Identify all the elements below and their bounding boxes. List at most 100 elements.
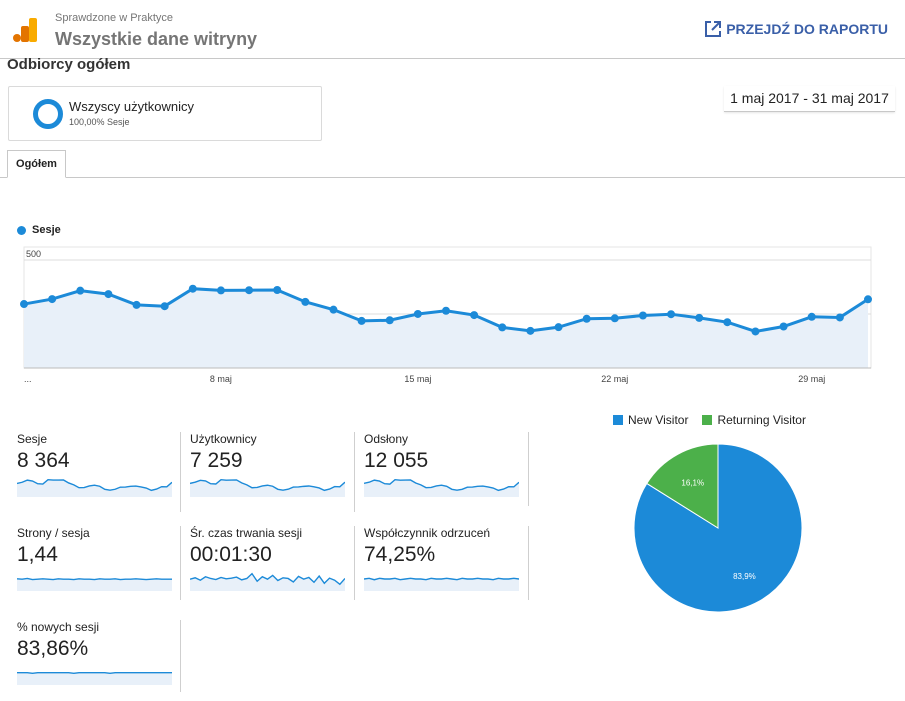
data-point[interactable]	[132, 300, 141, 309]
legend-square-icon	[702, 415, 713, 425]
metric-value: 1,44	[17, 543, 58, 566]
tab-overall[interactable]: Ogółem	[7, 150, 66, 178]
series-area	[24, 288, 868, 368]
metric-tile[interactable]: Śr. czas trwania sesji 00:01:30	[190, 526, 345, 591]
analytics-logo-icon	[13, 18, 37, 42]
data-point[interactable]	[301, 297, 310, 306]
property-name[interactable]: Wszystkie dane witryny	[55, 29, 258, 49]
goto-report-button[interactable]: PRZEJDŹ DO RAPORTU	[704, 20, 888, 38]
metric-tile[interactable]: Współczynnik odrzuceń 74,25%	[364, 526, 519, 591]
x-tick-label: 15 maj	[404, 374, 431, 384]
metric-value: 83,86%	[17, 637, 89, 660]
sparkline-line	[364, 478, 519, 492]
metric-tile[interactable]: Sesje 8 364	[17, 432, 172, 497]
sparkline-line	[190, 572, 345, 586]
data-point[interactable]	[413, 309, 422, 318]
data-point[interactable]	[245, 286, 254, 295]
metric-sparkline	[17, 671, 172, 685]
metric-tile[interactable]: % nowych sesji 83,86%	[17, 620, 172, 685]
metric-divider	[528, 526, 529, 600]
data-point[interactable]	[357, 316, 366, 325]
data-point[interactable]	[751, 327, 760, 336]
data-point[interactable]	[442, 306, 450, 315]
sparkline-area	[364, 479, 519, 497]
x-tick-label: 8 maj	[210, 374, 232, 384]
data-point[interactable]	[385, 316, 394, 325]
data-point[interactable]	[667, 310, 676, 319]
data-point[interactable]	[273, 285, 282, 294]
metric-tile[interactable]: Odsłony 12 055	[364, 432, 519, 497]
segment-ring-icon	[33, 99, 63, 129]
metric-tile[interactable]: Strony / sesja 1,44	[17, 526, 172, 591]
pie-slice[interactable]	[633, 443, 803, 613]
x-tick-label: 22 maj	[601, 374, 628, 384]
legend-dot-icon	[17, 225, 26, 235]
metric-label: Użytkownicy	[190, 432, 257, 446]
metric-value: 12 055	[364, 449, 429, 472]
metric-divider	[354, 526, 355, 600]
pie-legend-returning: Returning Visitor	[702, 413, 806, 427]
sparkline-line	[190, 478, 345, 492]
pie-legend-new-label: New Visitor	[628, 413, 689, 427]
segment-name: Wszyscy użytkownicy	[69, 99, 194, 114]
sparkline-area	[17, 578, 172, 591]
metric-label: Strony / sesja	[17, 526, 90, 540]
data-point[interactable]	[638, 311, 647, 320]
data-point[interactable]	[498, 323, 507, 332]
data-point[interactable]	[470, 311, 479, 320]
data-point[interactable]	[20, 300, 28, 309]
data-point[interactable]	[835, 313, 844, 322]
sparkline-line	[17, 577, 172, 581]
metric-divider	[180, 526, 181, 600]
metric-sparkline	[364, 577, 519, 591]
sparkline-area	[190, 479, 345, 497]
data-point[interactable]	[329, 305, 338, 314]
data-point[interactable]	[807, 312, 816, 321]
pie-legend: New Visitor Returning Visitor	[613, 413, 806, 427]
x-tick-label: 29 maj	[798, 374, 825, 384]
data-point[interactable]	[48, 295, 57, 304]
data-point[interactable]	[582, 314, 591, 323]
header-bar: Sprawdzone w Praktyce Wszystkie dane wit…	[0, 0, 905, 59]
sparkline-area	[190, 573, 345, 591]
segment-card[interactable]: Wszyscy użytkownicy 100,00% Sesje	[8, 86, 322, 141]
data-point[interactable]	[610, 314, 619, 323]
metric-tile[interactable]: Użytkownicy 7 259	[190, 432, 345, 497]
pie-slice[interactable]	[646, 443, 719, 529]
date-range-picker[interactable]: 1 maj 2017 - 31 maj 2017	[724, 86, 895, 112]
data-point[interactable]	[76, 286, 85, 295]
metric-divider	[180, 432, 181, 512]
external-link-icon	[705, 21, 722, 37]
tab-bar: Ogółem	[0, 150, 905, 178]
data-point[interactable]	[160, 302, 169, 311]
legend-label-sesje: Sesje	[32, 224, 61, 236]
data-point[interactable]	[554, 323, 563, 332]
metric-divider	[354, 432, 355, 512]
data-point[interactable]	[104, 290, 113, 299]
data-point[interactable]	[864, 295, 872, 304]
metric-sparkline	[17, 478, 172, 497]
sparkline-area	[17, 479, 172, 497]
data-point[interactable]	[188, 284, 197, 293]
metric-sparkline	[364, 478, 519, 497]
sparkline-line	[17, 671, 172, 675]
data-point[interactable]	[723, 318, 732, 327]
data-point[interactable]	[695, 313, 704, 322]
data-point[interactable]	[526, 326, 535, 335]
pie-legend-returning-label: Returning Visitor	[717, 413, 806, 427]
metric-label: % nowych sesji	[17, 620, 100, 634]
data-point[interactable]	[216, 286, 225, 295]
data-point[interactable]	[779, 322, 788, 331]
metric-label: Sesje	[17, 432, 48, 446]
line-chart-legend: Sesje	[17, 224, 61, 236]
metric-value: 00:01:30	[190, 543, 272, 566]
metric-value: 74,25%	[364, 543, 436, 566]
section-title: Odbiorcy ogółem	[7, 56, 131, 73]
metric-divider	[528, 432, 529, 506]
pie-slice-label: 16,1%	[681, 478, 704, 487]
metric-label: Współczynnik odrzuceń	[364, 526, 491, 540]
account-name: Sprawdzone w Praktyce	[55, 12, 173, 24]
metric-value: 8 364	[17, 449, 70, 472]
segment-share: 100,00% Sesje	[69, 117, 130, 127]
